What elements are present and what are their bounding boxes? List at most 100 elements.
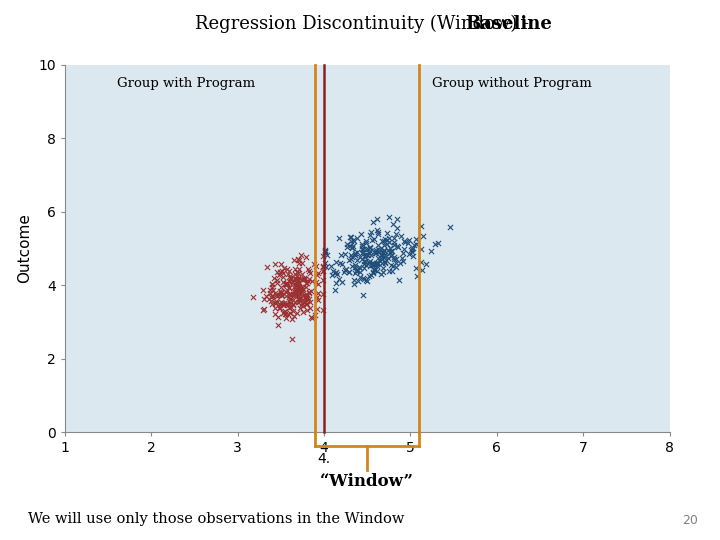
Point [276, 291, 287, 299]
Point [338, 268, 350, 276]
Point [318, 306, 329, 314]
Point [382, 245, 394, 254]
Point [284, 272, 296, 281]
Point [312, 288, 323, 297]
Point [384, 244, 395, 253]
Point [356, 248, 368, 257]
Point [293, 265, 305, 273]
Point [293, 285, 305, 293]
Point [289, 286, 300, 294]
Point [364, 249, 375, 258]
Point [346, 244, 358, 253]
Point [282, 269, 294, 278]
Point [372, 259, 384, 267]
Point [297, 259, 308, 268]
Point [293, 278, 305, 287]
Point [269, 260, 281, 268]
Text: Group without Program: Group without Program [432, 77, 592, 90]
Point [387, 246, 398, 255]
Point [281, 278, 292, 287]
Point [359, 251, 371, 259]
Point [364, 244, 376, 252]
Point [289, 265, 300, 274]
Point [284, 300, 296, 309]
Point [319, 246, 330, 255]
Point [361, 276, 373, 285]
Point [402, 239, 414, 248]
Point [371, 267, 382, 275]
Point [320, 262, 332, 271]
Point [367, 269, 379, 278]
Point [365, 242, 377, 251]
Point [292, 279, 303, 287]
Point [416, 266, 428, 274]
Point [329, 269, 341, 278]
Point [292, 286, 303, 294]
Point [296, 269, 307, 278]
Point [306, 276, 318, 285]
Point [294, 295, 305, 304]
Point [403, 249, 415, 258]
Point [267, 286, 279, 294]
Point [364, 258, 375, 267]
Point [372, 245, 383, 253]
Point [349, 261, 361, 269]
Point [284, 289, 296, 298]
Point [276, 260, 287, 268]
Point [395, 258, 406, 267]
Point [289, 287, 301, 296]
Point [266, 291, 277, 300]
Point [276, 308, 288, 317]
Point [341, 243, 352, 252]
Point [407, 251, 418, 260]
Point [277, 301, 289, 310]
Point [336, 250, 347, 259]
Y-axis label: Outcome: Outcome [17, 213, 32, 284]
Point [292, 268, 303, 276]
Point [310, 261, 322, 270]
Point [367, 259, 379, 268]
Point [287, 289, 298, 298]
Point [276, 299, 288, 307]
Point [356, 245, 368, 253]
Point [429, 239, 441, 248]
Point [284, 290, 296, 299]
Point [378, 246, 390, 254]
Point [292, 272, 303, 281]
Point [281, 286, 292, 294]
Point [283, 293, 294, 301]
Point [270, 291, 282, 299]
Point [312, 280, 324, 288]
Point [274, 299, 286, 308]
Point [351, 256, 362, 265]
Point [383, 233, 395, 242]
Point [359, 264, 370, 273]
Point [357, 244, 369, 253]
Point [288, 256, 300, 265]
Point [372, 214, 383, 223]
Point [266, 300, 278, 309]
Point [318, 261, 329, 270]
Point [397, 245, 409, 254]
Point [346, 237, 357, 246]
Point [330, 257, 342, 266]
Point [281, 299, 292, 308]
Point [361, 251, 372, 259]
Point [369, 259, 381, 268]
Point [397, 257, 409, 266]
Point [279, 308, 290, 316]
Point [279, 280, 291, 288]
Point [283, 297, 294, 306]
Point [279, 307, 291, 315]
Point [377, 267, 389, 276]
Point [297, 275, 308, 284]
Point [372, 226, 383, 235]
Point [271, 276, 283, 285]
Point [293, 283, 305, 292]
Point [286, 315, 297, 323]
Point [318, 289, 329, 298]
Point [349, 251, 361, 260]
Point [372, 260, 383, 269]
Point [288, 312, 300, 321]
Point [375, 251, 387, 259]
